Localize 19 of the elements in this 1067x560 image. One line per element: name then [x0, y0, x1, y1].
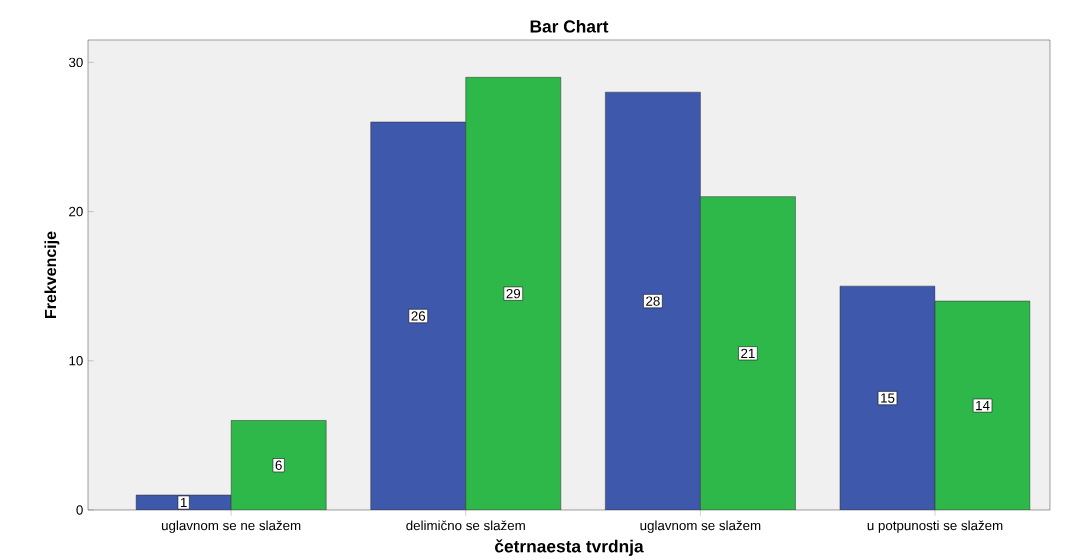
data-label: 6: [275, 460, 282, 470]
y-tick-label: 20: [69, 206, 83, 217]
x-tick-label: uglavnom se ne slažem: [161, 520, 301, 533]
data-label: 15: [881, 393, 895, 403]
y-axis-title: Frekvencije: [44, 231, 60, 318]
data-label: 1: [180, 497, 187, 508]
data-label: 28: [646, 296, 660, 306]
data-label: 26: [411, 311, 426, 321]
y-tick-label: 0: [76, 505, 83, 515]
x-tick-label: u potpunosti se slažem: [867, 520, 1003, 533]
y-tick-label: 10: [69, 356, 83, 366]
x-tick-label: uglavnom se slažem: [640, 520, 761, 533]
x-tick-label: delimično se slažem: [406, 520, 525, 531]
data-label: 21: [741, 348, 755, 358]
chart-title: Bar Chart: [530, 19, 609, 33]
data-label: 29: [506, 288, 521, 299]
y-tick-label: 30: [68, 57, 83, 68]
data-label: 14: [976, 400, 990, 411]
x-axis-title: četrnaesta tvrdnja: [495, 539, 644, 556]
